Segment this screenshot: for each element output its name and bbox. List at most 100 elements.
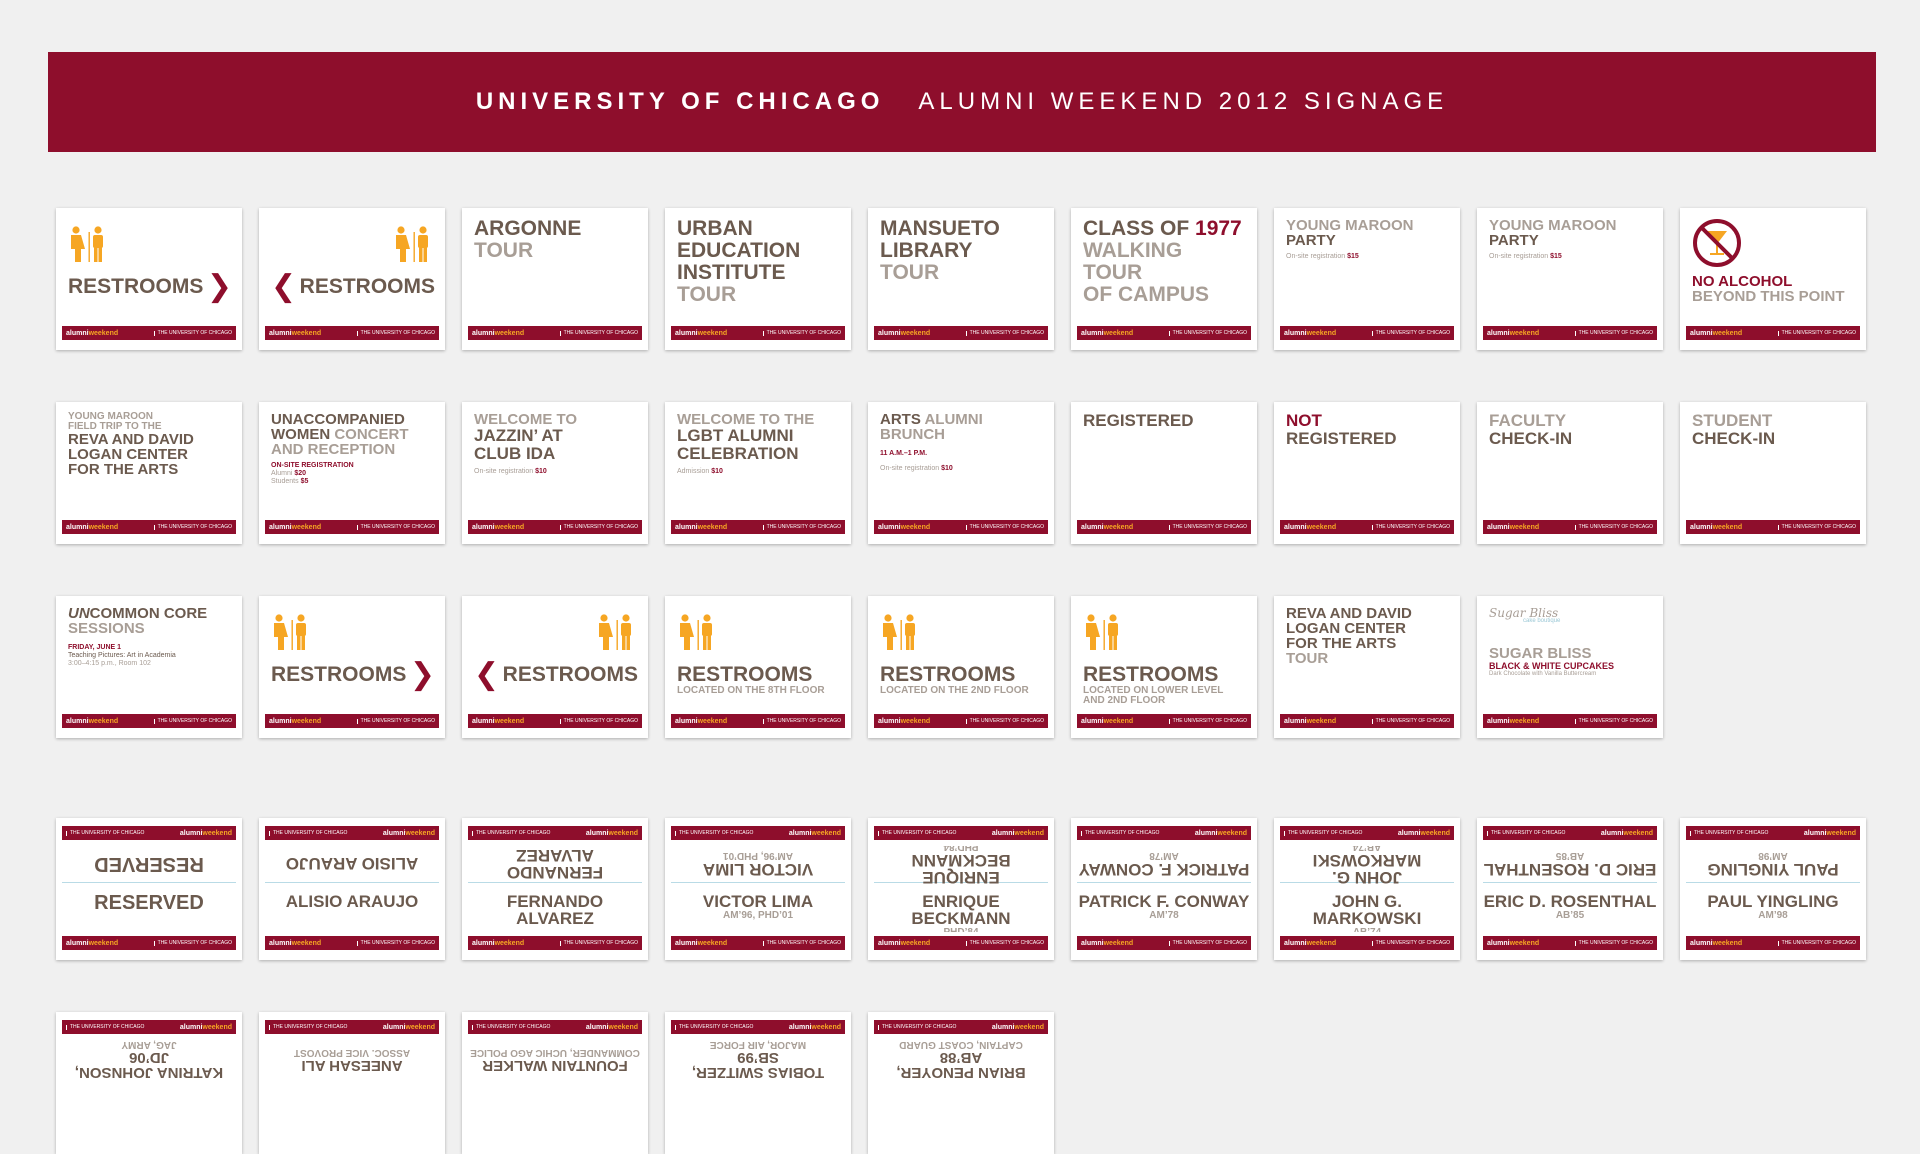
- sign-line: BEYOND THIS POINT: [1692, 288, 1845, 305]
- sign-line: FACULTY: [1489, 412, 1567, 430]
- sign-restrooms-right-2[interactable]: RESTROOMS ❯ alumniweekend THE UNIVERSITY …: [259, 596, 445, 738]
- name-tag-degree: AB’85: [1555, 910, 1585, 921]
- sign-line: REGISTERED: [1083, 412, 1194, 430]
- event-time: 3:00–4:15 p.m., Room 102: [68, 660, 151, 668]
- name-tag-degree-flipped: AM’98: [1758, 850, 1788, 861]
- name-tag-flipped: VICTOR LIMA AM’96, PHD’01: [671, 846, 845, 882]
- name-tag-upright: ALISIO ARAUJO: [265, 883, 439, 910]
- sign-restrooms-right[interactable]: RESTROOMS ❯ alumniweekend THE UNIVERSITY …: [56, 208, 242, 350]
- sign-faculty-check-in[interactable]: FACULTY CHECK-IN alumniweekend THE UNIVER…: [1477, 402, 1663, 544]
- name-tag[interactable]: THE UNIVERSITY OF CHICAGO alumniweekend FO…: [462, 1012, 648, 1154]
- name-tag-upright: RESERVED: [62, 883, 236, 913]
- sign-line: ALUMNI: [920, 412, 983, 428]
- sign-footer: alumniweekend THE UNIVERSITY OF CHICAGO: [1686, 520, 1860, 534]
- sign-young-maroon-party[interactable]: YOUNG MAROON PARTY On-site registration …: [1274, 208, 1460, 350]
- sugar-bliss-logo: Sugar Bliss: [1489, 606, 1559, 620]
- sign-footer: THE UNIVERSITY OF CHICAGO alumniweekend: [874, 826, 1048, 840]
- sign-footer: alumniweekend THE UNIVERSITY OF CHICAGO: [671, 936, 845, 950]
- banner-title: UNIVERSITY OF CHICAGO: [475, 88, 885, 115]
- sign-footer: alumniweekend THE UNIVERSITY OF CHICAGO: [62, 326, 236, 340]
- sign-line: FOR THE ARTS: [68, 461, 179, 478]
- sign-restrooms-lower-level[interactable]: RESTROOMS LOCATED ON LOWER LEVEL AND 2ND…: [1071, 596, 1257, 738]
- sign-line: SUGAR BLISS: [1489, 645, 1592, 662]
- name-tag[interactable]: THE UNIVERSITY OF CHICAGO alumniweekend ER…: [1477, 818, 1663, 960]
- name-tag-name: ALISIO ARAUJO: [285, 892, 419, 911]
- sign-urban-education-tour[interactable]: URBAN EDUCATION INSTITUTE TOUR alumniwee…: [665, 208, 851, 350]
- sign-footer: THE UNIVERSITY OF CHICAGO alumniweekend: [468, 826, 642, 840]
- sign-line: WOMEN: [271, 426, 331, 443]
- sign-footer: THE UNIVERSITY OF CHICAGO alumniweekend: [1077, 826, 1251, 840]
- sign-student-check-in[interactable]: STUDENT CHECK-IN alumniweekend THE UNIVER…: [1680, 402, 1866, 544]
- name-tag-name-flipped: PAUL YINGLING: [1707, 860, 1839, 879]
- sign-footer: alumniweekend THE UNIVERSITY OF CHICAGO: [874, 326, 1048, 340]
- name-tag[interactable]: THE UNIVERSITY OF CHICAGO alumniweekend EN…: [868, 818, 1054, 960]
- sign-footer: alumniweekend THE UNIVERSITY OF CHICAGO: [1483, 714, 1657, 728]
- registration-note: On-site registration: [1286, 253, 1348, 260]
- chevron-left-icon: ❮: [474, 658, 500, 691]
- name-tag-name-flipped: ANEESAH ALI: [301, 1057, 403, 1074]
- sign-uncommon-core[interactable]: UNCOMMON CORE SESSIONS FRIDAY, JUNE 1 Te…: [56, 596, 242, 738]
- sign-footer: alumniweekend THE UNIVERSITY OF CHICAGO: [468, 326, 642, 340]
- sign-argonne-tour[interactable]: ARGONNE TOUR alumniweekend THE UNIVERSITY…: [462, 208, 648, 350]
- name-tag-upright: VICTOR LIMA AM’96, PHD’01: [671, 883, 845, 921]
- fold-line: [468, 882, 642, 883]
- sign-field-trip-logan[interactable]: YOUNG MAROON FIELD TRIP TO THE REVA AND …: [56, 402, 242, 544]
- sign-jazzin-club-ida[interactable]: WELCOME TO JAZZIN’ AT CLUB IDA On-site r…: [462, 402, 648, 544]
- sign-restrooms-left[interactable]: ❮ RESTROOMS alumniweekend THE UNIVERSITY …: [259, 208, 445, 350]
- sign-line: UN: [68, 606, 90, 622]
- sign-line: JAZZIN’ AT: [474, 426, 563, 445]
- name-tag[interactable]: THE UNIVERSITY OF CHICAGO alumniweekend RE…: [56, 818, 242, 960]
- sign-line: FOR THE ARTS: [1286, 635, 1397, 652]
- name-tag-name: VICTOR LIMA: [702, 892, 814, 911]
- price-label: Alumni: [271, 470, 295, 477]
- sign-logan-center-tour[interactable]: REVA AND DAVID LOGAN CENTER FOR THE ARTS…: [1274, 596, 1460, 738]
- location-note: LOCATED ON THE 8TH FLOOR: [677, 685, 825, 697]
- sign-registered[interactable]: REGISTERED alumniweekend THE UNIVERSITY O…: [1071, 402, 1257, 544]
- sign-line: WELCOME TO THE: [677, 412, 815, 428]
- sign-restrooms-8th-floor[interactable]: RESTROOMS LOCATED ON THE 8TH FLOOR alumn…: [665, 596, 851, 738]
- sign-footer: THE UNIVERSITY OF CHICAGO alumniweekend: [62, 826, 236, 840]
- name-tag[interactable]: THE UNIVERSITY OF CHICAGO alumniweekend FE…: [462, 818, 648, 960]
- name-tag-degree: AM’78: [1149, 910, 1179, 921]
- restroom-icon: [880, 614, 922, 650]
- sign-line: CHECK-IN: [1489, 428, 1573, 448]
- sign-sugar-bliss[interactable]: Sugar Bliss cake boutique SUGAR BLISS BL…: [1477, 596, 1663, 738]
- name-tag[interactable]: THE UNIVERSITY OF CHICAGO alumniweekend KA…: [56, 1012, 242, 1154]
- name-tag[interactable]: THE UNIVERSITY OF CHICAGO alumniweekend VI…: [665, 818, 851, 960]
- sign-line: COMMON CORE: [89, 606, 208, 622]
- name-tag[interactable]: THE UNIVERSITY OF CHICAGO alumniweekend BR…: [868, 1012, 1054, 1154]
- sign-class-1977-walking-tour[interactable]: CLASS OF 1977 WALKING TOUR OF CAMPUS alu…: [1071, 208, 1257, 350]
- name-tag[interactable]: THE UNIVERSITY OF CHICAGO alumniweekend AN…: [259, 1012, 445, 1154]
- sign-young-maroon-party-2[interactable]: YOUNG MAROON PARTY On-site registration …: [1477, 208, 1663, 350]
- sign-arts-alumni-brunch[interactable]: ARTS ALUMNI BRUNCH 11 A.M.–1 P.M. On-sit…: [868, 402, 1054, 544]
- sign-line: CONCERT: [330, 426, 409, 443]
- sign-line: LGBT ALUMNI: [677, 426, 794, 445]
- sign-not-registered[interactable]: NOT REGISTERED alumniweekend THE UNIVERSI…: [1274, 402, 1460, 544]
- sign-line: BRUNCH: [880, 426, 945, 443]
- name-tag[interactable]: THE UNIVERSITY OF CHICAGO alumniweekend AL…: [259, 818, 445, 960]
- sign-no-alcohol[interactable]: NO ALCOHOL BEYOND THIS POINT alumniweeke…: [1680, 208, 1866, 350]
- chevron-right-icon: ❯: [206, 270, 232, 303]
- restroom-icon: [596, 614, 638, 650]
- name-tag-name: ENRIQUE BECKMANN: [911, 892, 1011, 928]
- name-tag[interactable]: THE UNIVERSITY OF CHICAGO alumniweekend PA…: [1071, 818, 1257, 960]
- sign-footer: alumniweekend THE UNIVERSITY OF CHICAGO: [671, 714, 845, 728]
- sign-restrooms-2nd-floor[interactable]: RESTROOMS LOCATED ON THE 2ND FLOOR alumn…: [868, 596, 1054, 738]
- sign-label: RESTROOMS: [880, 663, 1016, 686]
- name-tag[interactable]: THE UNIVERSITY OF CHICAGO alumniweekend JO…: [1274, 818, 1460, 960]
- sign-restrooms-left-2[interactable]: ❮ RESTROOMS alumniweekend THE UNIVERSITY …: [462, 596, 648, 738]
- sign-lgbt-alumni[interactable]: WELCOME TO THE LGBT ALUMNI CELEBRATION A…: [665, 402, 851, 544]
- name-tag-upright: PATRICK F. CONWAY AM’78: [1077, 883, 1251, 921]
- sign-mansueto-library-tour[interactable]: MANSUETO LIBRARY TOUR alumniweekend THE U…: [868, 208, 1054, 350]
- name-tag-degree: AB’74: [1280, 927, 1454, 932]
- name-tag-name-flipped: VICTOR LIMA: [702, 860, 814, 879]
- sign-footer: alumniweekend THE UNIVERSITY OF CHICAGO: [1280, 520, 1454, 534]
- name-tag[interactable]: THE UNIVERSITY OF CHICAGO alumniweekend PA…: [1680, 818, 1866, 960]
- sign-line: ARGONNE: [474, 218, 582, 240]
- sign-unaccompanied-women[interactable]: UNACCOMPANIED WOMEN CONCERT AND RECEPTIO…: [259, 402, 445, 544]
- admission-note: Admission: [677, 467, 712, 475]
- fold-line: [1280, 882, 1454, 883]
- sign-line: EDUCATION: [677, 239, 801, 263]
- name-tag-flipped: FERNANDO ALVAREZ: [468, 846, 642, 882]
- name-tag[interactable]: THE UNIVERSITY OF CHICAGO alumniweekend TO…: [665, 1012, 851, 1154]
